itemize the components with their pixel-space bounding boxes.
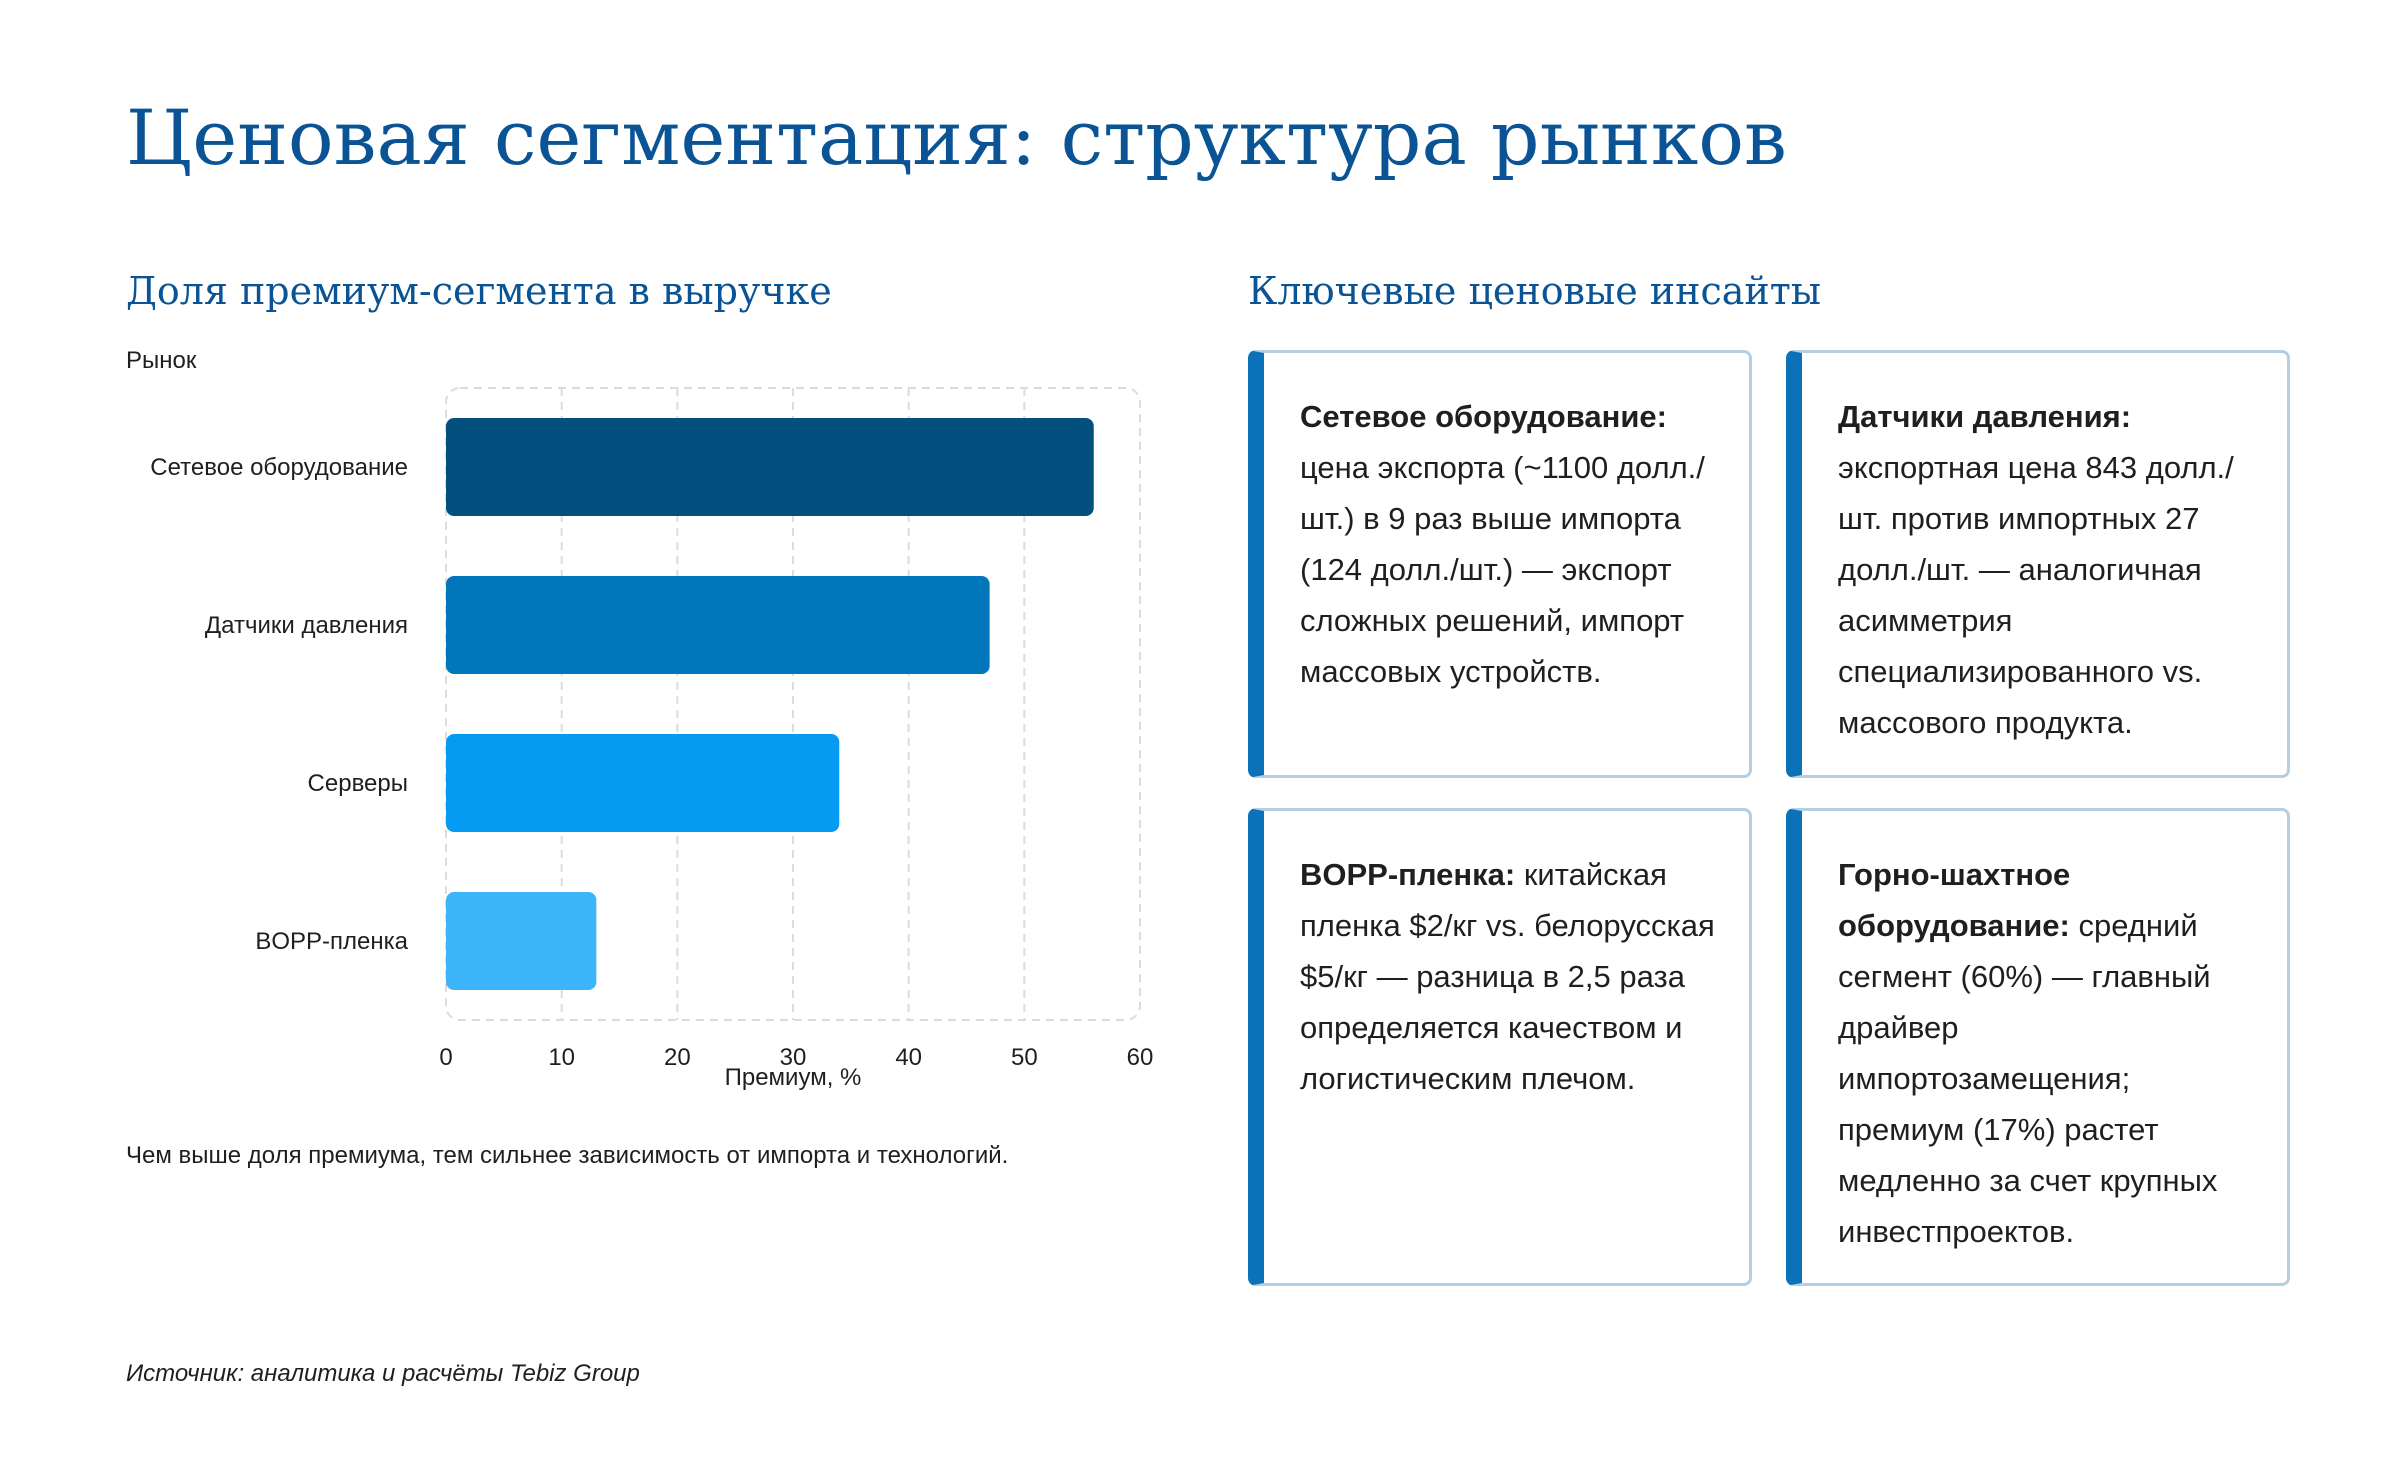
insight-card-title: BOPP-пленка:: [1300, 857, 1516, 892]
category-labels: Сетевое оборудование Датчики давления Серв…: [150, 454, 408, 955]
category-label: BOPP-пленка: [255, 928, 408, 955]
insight-card-bopp-film: BOPP-пленка: китайская пленка $2/кг vs. …: [1248, 808, 1752, 1286]
insight-card-title: Горно-шахтное оборудование:: [1838, 857, 2071, 943]
insight-card-title: Сетевое оборудование:: [1300, 399, 1667, 434]
category-label: Датчики давления: [205, 612, 408, 639]
insights-section-title: Ключевые ценовые инсайты: [1248, 269, 1821, 313]
x-tick-label: 0: [439, 1044, 452, 1071]
bar: [446, 418, 1094, 516]
x-tick-label: 60: [1127, 1044, 1154, 1071]
premium-share-chart: Рынок Сетевое оборудование Датчики давлен…: [126, 347, 1153, 1091]
bar: [446, 576, 990, 674]
x-tick-label: 10: [548, 1044, 575, 1071]
bar-chart-svg: Рынок Сетевое оборудование Датчики давлен…: [126, 347, 1153, 1091]
insight-card-text: экспортная цена 843 долл./шт. против имп…: [1838, 450, 2234, 740]
insight-card-pressure-sensors: Датчики давления: экспортная цена 843 до…: [1786, 350, 2290, 778]
plot-frame: [445, 387, 1141, 1021]
bars: [446, 418, 1094, 990]
chart-note: Чем выше доля премиума, тем сильнее зави…: [126, 1142, 1009, 1169]
source-note: Источник: аналитика и расчёты Tebiz Grou…: [126, 1360, 640, 1387]
insight-card-text: китайская пленка $2/кг vs. белорусская $…: [1300, 857, 1715, 1096]
bar: [446, 734, 840, 832]
insight-card-network-equipment: Сетевое оборудование: цена экспорта (~11…: [1248, 350, 1752, 778]
insight-card-mining-equipment: Горно-шахтное оборудование: средний сегм…: [1786, 808, 2290, 1286]
category-label: Сетевое оборудование: [150, 454, 408, 481]
insight-card-text: средний сегмент (60%) — главный драйвер …: [1838, 908, 2218, 1249]
category-label: Серверы: [308, 770, 408, 797]
insight-card-title: Датчики давления:: [1838, 399, 2132, 434]
y-axis-label: Рынок: [126, 347, 197, 374]
x-tick-label: 30: [780, 1044, 807, 1071]
x-tick-labels: 0 10 20 30 40 50 60: [439, 1044, 1153, 1071]
bar: [446, 892, 597, 990]
x-axis-label: Премиум, %: [725, 1064, 862, 1091]
x-tick-label: 20: [664, 1044, 691, 1071]
insight-card-text: цена экспорта (~1100 долл./шт.) в 9 раз …: [1300, 450, 1705, 689]
x-tick-label: 50: [1011, 1044, 1038, 1071]
x-tick-label: 40: [895, 1044, 922, 1071]
chart-section-title: Доля премиум-сегмента в выручке: [126, 269, 832, 313]
page-title: Ценовая сегментация: структура рынков: [126, 93, 1787, 182]
